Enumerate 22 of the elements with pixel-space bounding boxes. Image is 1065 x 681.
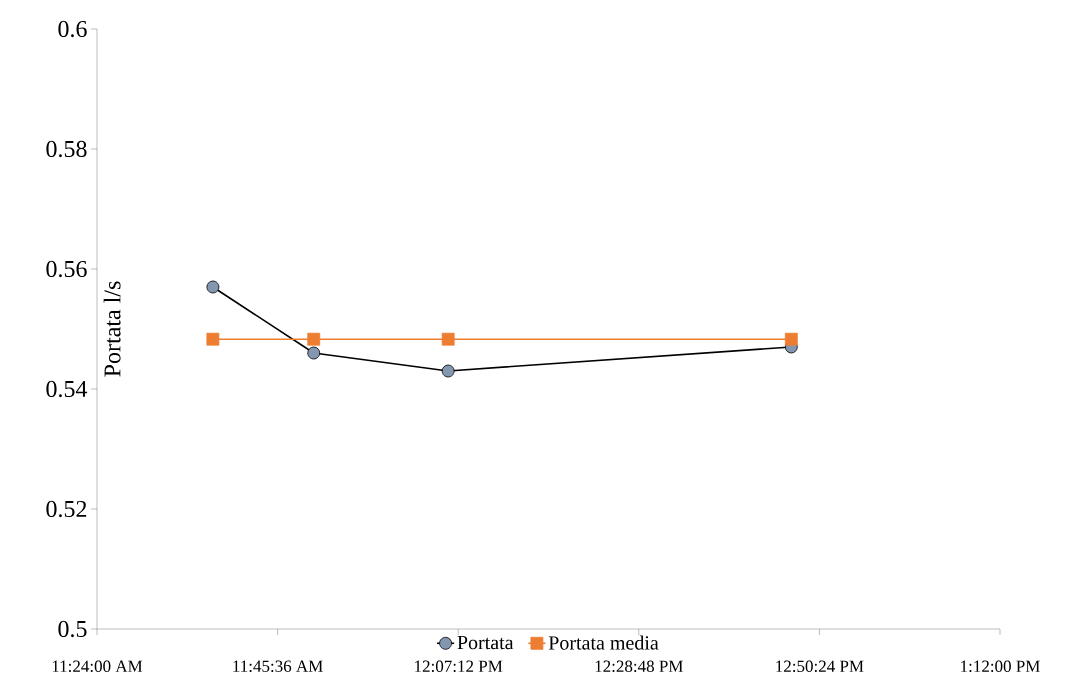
point bbox=[441, 332, 455, 346]
y-tick-label: 0.52 bbox=[46, 500, 87, 518]
x-tick-label: 12:07:12 PM bbox=[415, 660, 503, 673]
point bbox=[307, 346, 321, 360]
x-tick-label: 12:50:24 PM bbox=[776, 660, 864, 673]
point bbox=[206, 280, 220, 294]
y-tick-label: 0.58 bbox=[46, 140, 87, 158]
legend-label: Portata bbox=[457, 635, 514, 650]
y-tick-label: 0.54 bbox=[46, 380, 88, 398]
x-tick-label: 11:24:00 AM bbox=[52, 660, 143, 673]
point bbox=[206, 332, 220, 346]
point bbox=[441, 364, 455, 378]
x-tick-label: 11:45:36 AM bbox=[233, 660, 323, 673]
y-axis-title: Portata l/s bbox=[103, 281, 121, 377]
legend-label: Portata media bbox=[548, 635, 659, 650]
y-tick-label: 0.6 bbox=[58, 20, 87, 38]
point bbox=[307, 332, 321, 346]
y-tick-label: 0.5 bbox=[58, 620, 87, 638]
x-tick-label: 1:12:00 PM bbox=[961, 660, 1040, 673]
y-tick-label: 0.56 bbox=[46, 260, 87, 278]
point bbox=[784, 332, 798, 346]
x-tick-label: 12:28:48 PM bbox=[595, 660, 683, 673]
